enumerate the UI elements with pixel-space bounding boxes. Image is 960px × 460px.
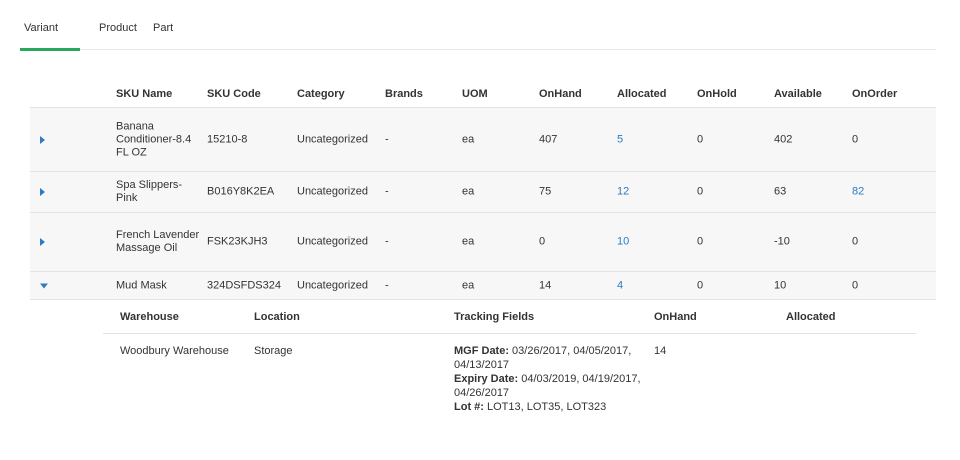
available: -10 xyxy=(774,235,790,248)
sku-code: FSK23KJH3 xyxy=(207,235,268,248)
uom: ea xyxy=(462,235,475,248)
sku-code: 15210-8 xyxy=(207,133,248,145)
col-allocated[interactable]: Allocated xyxy=(617,88,667,100)
expand-caret-icon[interactable] xyxy=(40,188,45,196)
col-onhold[interactable]: OnHold xyxy=(697,88,737,100)
col-available[interactable]: Available xyxy=(774,88,822,100)
table-row[interactable]: French Lavender Massage Oil FSK23KJH3 Un… xyxy=(30,213,936,272)
warehouse-name: Woodbury Warehouse xyxy=(120,345,229,357)
sku-name: Spa Slippers-Pink xyxy=(116,179,183,204)
allocated-link[interactable]: 4 xyxy=(617,279,624,291)
col-onhand[interactable]: OnHand xyxy=(539,88,582,100)
col-warehouse: Warehouse xyxy=(120,311,179,323)
table-row[interactable]: Banana Conditioner-8.4 FL OZ 15210-8 Unc… xyxy=(30,108,936,172)
allocated-link[interactable]: 10 xyxy=(617,235,630,248)
available: 402 xyxy=(774,133,793,145)
onorder-link[interactable]: 82 xyxy=(852,185,865,198)
brands: - xyxy=(385,133,389,145)
onorder: 0 xyxy=(852,133,859,145)
available: 63 xyxy=(774,185,787,198)
onorder: 0 xyxy=(852,279,859,291)
tab-bar: Variant Product Part xyxy=(20,22,936,51)
tab-variant[interactable]: Variant xyxy=(20,22,80,51)
col-sku-code[interactable]: SKU Code xyxy=(207,88,261,100)
uom: ea xyxy=(462,185,475,198)
onhand: 0 xyxy=(539,235,546,248)
col-location: Location xyxy=(254,311,300,323)
category: Uncategorized xyxy=(297,133,368,145)
allocated-link[interactable]: 12 xyxy=(617,185,630,198)
sku-code: B016Y8K2EA xyxy=(207,185,275,198)
uom: ea xyxy=(462,279,475,291)
mgf-date: MGF Date: 03/26/2017, 04/05/2017, 04/13/… xyxy=(454,345,632,371)
tab-part[interactable]: Part xyxy=(153,22,174,34)
category: Uncategorized xyxy=(297,235,368,248)
col-brands[interactable]: Brands xyxy=(385,88,423,100)
detail-row: Woodbury Warehouse Storage MGF Date: 03/… xyxy=(103,334,916,434)
available: 10 xyxy=(774,279,787,291)
sku-code: 324DSFDS324 xyxy=(207,279,281,291)
col-detail-onhand: OnHand xyxy=(654,311,697,323)
onhold: 0 xyxy=(697,185,704,198)
onhand: 407 xyxy=(539,133,558,145)
expand-caret-icon[interactable] xyxy=(40,135,45,144)
onhold: 0 xyxy=(697,133,704,145)
col-category[interactable]: Category xyxy=(297,88,345,100)
tracking-fields: MGF Date: 03/26/2017, 04/05/2017, 04/13/… xyxy=(454,344,654,414)
onhold: 0 xyxy=(697,279,704,291)
brands: - xyxy=(385,185,389,198)
sku-name: Banana Conditioner-8.4 FL OZ xyxy=(116,120,192,158)
onhand: 14 xyxy=(539,279,552,291)
table-header: SKU Name SKU Code Category Brands UOM On… xyxy=(30,76,936,108)
lot-number: Lot #: LOT13, LOT35, LOT323 xyxy=(454,401,607,413)
onhand: 75 xyxy=(539,185,552,198)
category: Uncategorized xyxy=(297,185,368,198)
col-sku-name[interactable]: SKU Name xyxy=(116,88,173,100)
table-row[interactable]: Mud Mask 324DSFDS324 Uncategorized - ea … xyxy=(30,272,936,300)
sku-name: French Lavender Massage Oil xyxy=(116,229,200,254)
brands: - xyxy=(385,235,389,248)
onorder: 0 xyxy=(852,235,859,248)
expiry-date: Expiry Date: 04/03/2019, 04/19/2017, 04/… xyxy=(454,373,641,399)
detail-onhand: 14 xyxy=(654,345,667,357)
expand-caret-icon[interactable] xyxy=(40,238,45,246)
detail-header: Warehouse Location Tracking Fields OnHan… xyxy=(103,300,916,334)
uom: ea xyxy=(462,133,475,145)
tab-product[interactable]: Product xyxy=(99,22,137,34)
category: Uncategorized xyxy=(297,279,368,291)
allocated-link[interactable]: 5 xyxy=(617,133,624,145)
sku-name: Mud Mask xyxy=(116,279,167,291)
onhold: 0 xyxy=(697,235,704,248)
col-detail-allocated: Allocated xyxy=(786,311,836,323)
table-row[interactable]: Spa Slippers-Pink B016Y8K2EA Uncategoriz… xyxy=(30,172,936,213)
col-uom[interactable]: UOM xyxy=(462,88,488,100)
collapse-caret-icon[interactable] xyxy=(40,283,48,288)
location-name: Storage xyxy=(254,345,293,357)
brands: - xyxy=(385,279,389,291)
col-tracking-fields: Tracking Fields xyxy=(454,311,535,323)
col-onorder[interactable]: OnOrder xyxy=(852,88,898,100)
